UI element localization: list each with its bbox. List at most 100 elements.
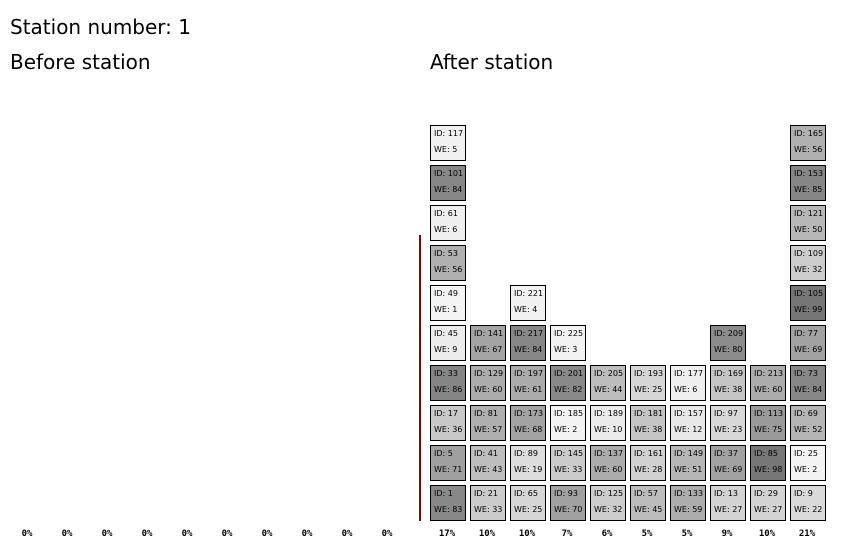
after-column-percent: 21%: [798, 529, 816, 539]
package-box[interactable]: ID: 165 WE: 56: [790, 125, 826, 161]
package-box[interactable]: ID: 177 WE: 6: [670, 365, 706, 401]
package-weight: WE: 59: [674, 505, 703, 514]
package-box[interactable]: ID: 65 WE: 25: [510, 485, 546, 521]
package-id: ID: 17: [434, 409, 458, 418]
package-box[interactable]: ID: 29 WE: 27: [750, 485, 786, 521]
package-box[interactable]: ID: 57 WE: 45: [630, 485, 666, 521]
package-box[interactable]: ID: 197 WE: 61: [510, 365, 546, 401]
package-box[interactable]: ID: 133 WE: 59: [670, 485, 706, 521]
package-box[interactable]: ID: 149 WE: 51: [670, 445, 706, 481]
package-box[interactable]: ID: 217 WE: 84: [510, 325, 546, 361]
package-weight: WE: 22: [794, 505, 823, 514]
package-weight: WE: 3: [554, 345, 578, 354]
package-id: ID: 9: [794, 489, 813, 498]
package-box[interactable]: ID: 101 WE: 84: [430, 165, 466, 201]
after-column-percent: 6%: [601, 529, 613, 539]
package-id: ID: 117: [434, 129, 464, 138]
package-box[interactable]: ID: 53 WE: 56: [430, 245, 466, 281]
package-id: ID: 97: [714, 409, 738, 418]
package-weight: WE: 12: [674, 425, 703, 434]
package-id: ID: 181: [634, 409, 664, 418]
package-box[interactable]: ID: 113 WE: 75: [750, 405, 786, 441]
package-box[interactable]: ID: 145 WE: 33: [550, 445, 586, 481]
package-box[interactable]: ID: 45 WE: 9: [430, 325, 466, 361]
package-id: ID: 61: [434, 209, 458, 218]
package-box[interactable]: ID: 81 WE: 57: [470, 405, 506, 441]
package-weight: WE: 1: [434, 305, 458, 314]
package-box[interactable]: ID: 25 WE: 2: [790, 445, 826, 481]
package-box[interactable]: ID: 1 WE: 83: [430, 485, 466, 521]
package-box[interactable]: ID: 49 WE: 1: [430, 285, 466, 321]
station-title: Station number: 1: [10, 15, 191, 39]
package-box[interactable]: ID: 73 WE: 84: [790, 365, 826, 401]
package-box[interactable]: ID: 61 WE: 6: [430, 205, 466, 241]
package-box[interactable]: ID: 141 WE: 67: [470, 325, 506, 361]
package-box[interactable]: ID: 89 WE: 19: [510, 445, 546, 481]
package-box[interactable]: ID: 193 WE: 25: [630, 365, 666, 401]
package-box[interactable]: ID: 33 WE: 86: [430, 365, 466, 401]
package-weight: WE: 38: [714, 385, 743, 394]
package-weight: WE: 51: [674, 465, 703, 474]
before-station-label: Before station: [10, 50, 151, 74]
package-box[interactable]: ID: 173 WE: 68: [510, 405, 546, 441]
package-id: ID: 21: [474, 489, 498, 498]
package-id: ID: 65: [514, 489, 538, 498]
package-box[interactable]: ID: 97 WE: 23: [710, 405, 746, 441]
package-box[interactable]: ID: 189 WE: 10: [590, 405, 626, 441]
package-box[interactable]: ID: 9 WE: 22: [790, 485, 826, 521]
package-weight: WE: 25: [634, 385, 663, 394]
package-weight: WE: 33: [554, 465, 583, 474]
after-column-percent: 9%: [721, 529, 733, 539]
package-id: ID: 49: [434, 289, 458, 298]
package-box[interactable]: ID: 225 WE: 3: [550, 325, 586, 361]
package-box[interactable]: ID: 153 WE: 85: [790, 165, 826, 201]
package-box[interactable]: ID: 221 WE: 4: [510, 285, 546, 321]
package-box[interactable]: ID: 125 WE: 32: [590, 485, 626, 521]
package-id: ID: 217: [514, 329, 544, 338]
package-box[interactable]: ID: 105 WE: 99: [790, 285, 826, 321]
package-id: ID: 29: [754, 489, 778, 498]
package-box[interactable]: ID: 213 WE: 60: [750, 365, 786, 401]
package-box[interactable]: ID: 201 WE: 82: [550, 365, 586, 401]
package-weight: WE: 45: [634, 505, 663, 514]
package-weight: WE: 84: [794, 385, 823, 394]
package-weight: WE: 84: [434, 185, 463, 194]
package-box[interactable]: ID: 85 WE: 98: [750, 445, 786, 481]
package-box[interactable]: ID: 93 WE: 70: [550, 485, 586, 521]
package-box[interactable]: ID: 209 WE: 80: [710, 325, 746, 361]
package-weight: WE: 33: [474, 505, 503, 514]
package-box[interactable]: ID: 109 WE: 32: [790, 245, 826, 281]
package-id: ID: 105: [794, 289, 824, 298]
package-box[interactable]: ID: 69 WE: 52: [790, 405, 826, 441]
package-box[interactable]: ID: 181 WE: 38: [630, 405, 666, 441]
package-box[interactable]: ID: 205 WE: 44: [590, 365, 626, 401]
package-box[interactable]: ID: 169 WE: 38: [710, 365, 746, 401]
package-box[interactable]: ID: 129 WE: 60: [470, 365, 506, 401]
package-weight: WE: 60: [754, 385, 783, 394]
package-box[interactable]: ID: 137 WE: 60: [590, 445, 626, 481]
package-id: ID: 81: [474, 409, 498, 418]
package-box[interactable]: ID: 37 WE: 69: [710, 445, 746, 481]
package-weight: WE: 75: [754, 425, 783, 434]
package-id: ID: 109: [794, 249, 824, 258]
package-box[interactable]: ID: 5 WE: 71: [430, 445, 466, 481]
package-id: ID: 73: [794, 369, 818, 378]
package-box[interactable]: ID: 41 WE: 43: [470, 445, 506, 481]
package-box[interactable]: ID: 121 WE: 50: [790, 205, 826, 241]
package-weight: WE: 80: [714, 345, 743, 354]
after-column-percent: 10%: [478, 529, 496, 539]
package-id: ID: 173: [514, 409, 544, 418]
package-box[interactable]: ID: 161 WE: 28: [630, 445, 666, 481]
package-id: ID: 121: [794, 209, 824, 218]
package-box[interactable]: ID: 13 WE: 27: [710, 485, 746, 521]
package-id: ID: 57: [634, 489, 658, 498]
package-box[interactable]: ID: 21 WE: 33: [470, 485, 506, 521]
package-box[interactable]: ID: 185 WE: 2: [550, 405, 586, 441]
package-weight: WE: 10: [594, 425, 623, 434]
package-weight: WE: 69: [794, 345, 823, 354]
package-box[interactable]: ID: 157 WE: 12: [670, 405, 706, 441]
package-id: ID: 177: [674, 369, 704, 378]
package-box[interactable]: ID: 77 WE: 69: [790, 325, 826, 361]
package-box[interactable]: ID: 117 WE: 5: [430, 125, 466, 161]
package-box[interactable]: ID: 17 WE: 36: [430, 405, 466, 441]
